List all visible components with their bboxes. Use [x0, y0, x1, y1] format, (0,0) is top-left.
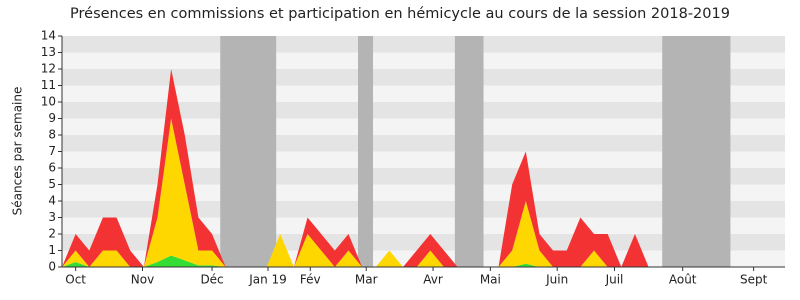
y-tick-label: 7: [48, 144, 56, 158]
chart-title: Présences en commissions et participatio…: [70, 6, 730, 22]
x-tick-label: Sept: [740, 273, 768, 287]
x-tick-label: Mai: [480, 273, 501, 287]
y-tick-label: 4: [48, 194, 56, 208]
y-tick-label: 13: [41, 45, 56, 59]
x-tick-label: Juil: [605, 273, 624, 287]
y-tick-label: 8: [48, 128, 56, 142]
x-tick-label: Août: [669, 273, 697, 287]
x-tick-label: Juin: [545, 273, 568, 287]
shaded-period: [454, 36, 484, 267]
x-tick-label: Jan 19: [248, 273, 287, 287]
y-tick-label: 6: [48, 161, 56, 175]
shaded-period: [358, 36, 374, 267]
shaded-period: [662, 36, 731, 267]
y-tick-label: 0: [48, 260, 56, 274]
x-tick-label: Déc: [200, 273, 223, 287]
y-tick-label: 2: [48, 227, 56, 241]
x-tick-label: Avr: [423, 273, 443, 287]
y-axis-label: Séances par semaine: [11, 87, 25, 216]
shaded-period: [220, 36, 277, 267]
y-tick-label: 14: [41, 29, 56, 43]
y-tick-label: 3: [48, 210, 56, 224]
y-tick-label: 9: [48, 111, 56, 125]
x-tick-label: Oct: [65, 273, 86, 287]
x-tick-label: Mar: [355, 273, 378, 287]
y-tick-label: 11: [41, 78, 56, 92]
y-tick-label: 10: [41, 95, 56, 109]
y-tick-label: 12: [41, 62, 56, 76]
x-tick-label: Nov: [131, 273, 154, 287]
y-tick-label: 5: [48, 177, 56, 191]
y-tick-label: 1: [48, 243, 56, 257]
x-tick-label: Fév: [300, 273, 321, 287]
